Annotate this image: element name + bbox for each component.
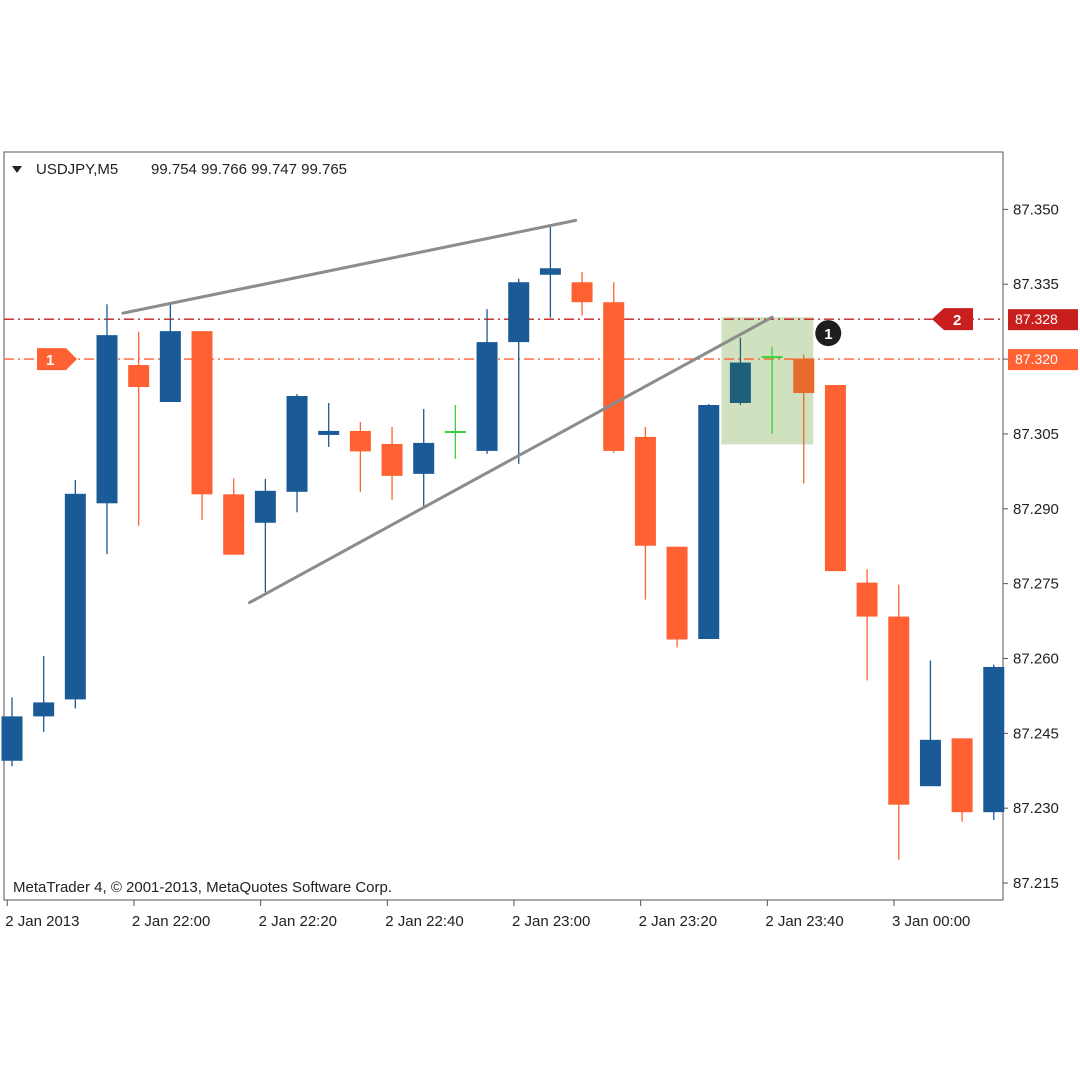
- y-tick-label: 87.245: [1013, 725, 1059, 742]
- price-tag-label: 87.320: [1015, 351, 1058, 367]
- signal-marker-label: 1: [824, 326, 832, 343]
- candle-body: [286, 396, 308, 492]
- y-tick-label: 87.290: [1013, 501, 1059, 518]
- y-tick-label: 87.260: [1013, 650, 1059, 667]
- candle-body: [729, 362, 751, 403]
- y-tick-label: 87.275: [1013, 576, 1059, 593]
- candle-body: [603, 302, 625, 451]
- candle-body: [539, 268, 561, 275]
- x-tick-label: 2 Jan 2013: [5, 913, 79, 930]
- candle-body: [856, 582, 878, 617]
- chart-header-values: 99.754 99.766 99.747 99.765: [151, 161, 347, 178]
- y-tick-label: 87.230: [1013, 800, 1059, 817]
- y-tick-label: 87.335: [1013, 276, 1059, 293]
- level-marker-1-label: 1: [46, 352, 54, 369]
- candle-body: [666, 546, 688, 640]
- y-tick-label: 87.350: [1013, 201, 1059, 218]
- level-marker-2-label: 2: [953, 312, 961, 329]
- candle-body: [223, 494, 245, 555]
- candle-layer: [1, 226, 1005, 860]
- candle-body: [888, 616, 910, 805]
- x-tick-label: 2 Jan 23:40: [765, 913, 843, 930]
- candle-body: [318, 430, 340, 435]
- y-axis: 87.350 87.335 87.305 87.290 87.275 87.260 87.2…: [1003, 201, 1078, 892]
- signal-marker-circle: [815, 320, 842, 347]
- candle-body: [349, 430, 371, 452]
- trendline: [121, 218, 578, 315]
- price-tag: [1008, 309, 1078, 331]
- candle-body: [983, 666, 1005, 813]
- plot-frame: [3, 151, 1004, 901]
- trendline: [248, 315, 774, 605]
- candle-body: [381, 443, 403, 476]
- x-tick-label: 2 Jan 22:20: [259, 913, 337, 930]
- candle-body: [413, 442, 435, 474]
- candle-body: [128, 365, 150, 388]
- candle-body: [634, 436, 656, 546]
- x-tick-label: 2 Jan 23:00: [512, 913, 590, 930]
- candle-body: [508, 282, 530, 343]
- candle-body: [64, 493, 86, 700]
- candle-body: [476, 342, 498, 451]
- candle-body: [919, 739, 941, 787]
- candle-body: [254, 490, 276, 523]
- x-tick-label: 2 Jan 23:20: [639, 913, 717, 930]
- price-tag: [1008, 349, 1078, 371]
- candle-body: [951, 738, 973, 813]
- candle-body: [824, 385, 846, 572]
- candle-body: [1, 716, 23, 761]
- candle-body: [191, 331, 213, 495]
- chart-symbol: USDJPY,M5: [36, 161, 118, 178]
- level-marker-2: [932, 308, 973, 331]
- y-tick-label: 87.305: [1013, 426, 1059, 443]
- trend-layer: [121, 218, 774, 605]
- candle-body: [33, 702, 55, 717]
- x-tick-label: 3 Jan 00:00: [892, 913, 970, 930]
- copyright-text: MetaTrader 4, © 2001-2013, MetaQuotes So…: [13, 879, 392, 896]
- x-tick-label: 2 Jan 22:00: [132, 913, 210, 930]
- candle-body: [793, 358, 815, 394]
- x-tick-label: 2 Jan 22:40: [385, 913, 463, 930]
- marker-layer: 2 1 1: [37, 308, 973, 371]
- x-axis: 2 Jan 2013 2 Jan 22:00 2 Jan 22:20 2 Jan 22…: [5, 900, 970, 930]
- price-tag-label: 87.328: [1015, 311, 1058, 327]
- candle-body: [698, 404, 720, 640]
- dropdown-triangle-icon[interactable]: [12, 166, 22, 173]
- level-marker-1: [37, 348, 77, 371]
- y-tick-label: 87.215: [1013, 875, 1059, 892]
- candle-body: [159, 331, 181, 402]
- candle-body: [96, 335, 118, 504]
- candle-body: [571, 282, 593, 303]
